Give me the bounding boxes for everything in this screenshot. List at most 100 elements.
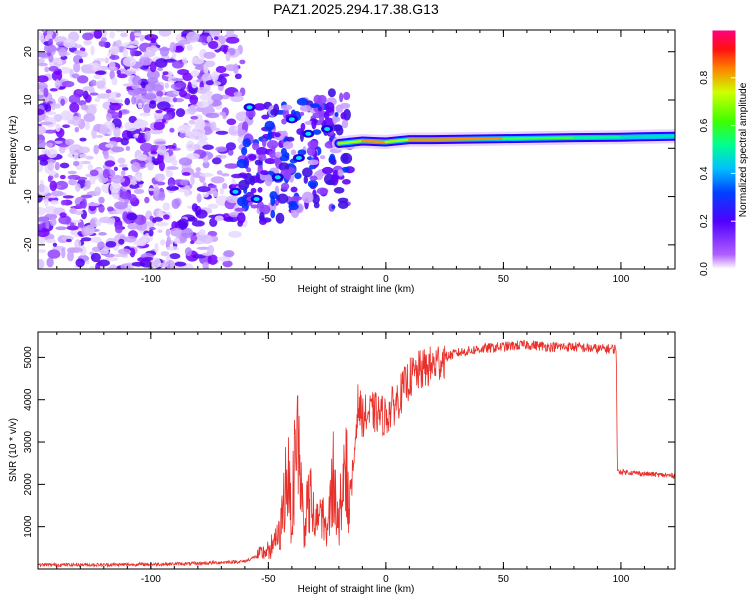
noise-blob bbox=[62, 195, 75, 199]
noise-blob bbox=[177, 125, 191, 134]
snr-x-tick-label: 100 bbox=[613, 574, 630, 585]
noise-blob bbox=[202, 144, 214, 150]
noise-blob bbox=[171, 198, 180, 210]
noise-blob bbox=[38, 249, 47, 253]
spectrogram-y-axis-label: Frequency (Hz) bbox=[8, 116, 19, 185]
ridge-segment bbox=[361, 139, 388, 144]
noise-blob bbox=[144, 33, 159, 41]
noise-blob bbox=[109, 70, 115, 80]
noise-blob bbox=[66, 225, 79, 231]
noise-blob bbox=[106, 206, 114, 212]
noise-blob bbox=[148, 101, 157, 109]
noise-blob bbox=[185, 140, 195, 152]
snr-x-tick-label: 50 bbox=[498, 574, 510, 585]
transition-blob bbox=[299, 104, 312, 112]
noise-blob bbox=[78, 58, 84, 64]
noise-blob bbox=[178, 90, 188, 98]
noise-blob bbox=[83, 39, 92, 46]
noise-blob bbox=[163, 113, 173, 121]
noise-blob bbox=[38, 139, 46, 149]
noise-blob bbox=[216, 256, 231, 262]
noise-blob bbox=[224, 163, 239, 169]
noise-blob bbox=[174, 81, 187, 88]
transition-blob bbox=[257, 187, 263, 193]
noise-blob bbox=[49, 88, 58, 92]
noise-blob bbox=[203, 51, 216, 59]
noise-blob bbox=[59, 212, 67, 218]
transition-blob bbox=[236, 158, 249, 169]
transition-blob bbox=[333, 187, 345, 194]
spectrogram-heat-layer bbox=[38, 30, 675, 269]
noise-blob bbox=[46, 142, 54, 148]
noise-blob bbox=[187, 216, 198, 222]
noise-blob bbox=[158, 30, 172, 37]
noise-blob bbox=[191, 79, 198, 89]
noise-blob bbox=[109, 182, 121, 194]
noise-blob bbox=[184, 247, 192, 257]
snr-x-axis-label: Height of straight line (km) bbox=[298, 584, 415, 595]
noise-blob bbox=[190, 240, 195, 245]
noise-blob bbox=[195, 79, 203, 83]
transition-blob bbox=[281, 118, 287, 125]
noise-blob bbox=[138, 57, 153, 66]
noise-blob bbox=[207, 245, 215, 256]
transition-blob bbox=[331, 204, 336, 210]
transition-blob bbox=[310, 103, 320, 108]
transition-blob bbox=[319, 113, 325, 124]
transition-blob bbox=[316, 187, 329, 195]
transition-blob bbox=[264, 174, 273, 187]
noise-blob bbox=[190, 70, 200, 77]
ridge-segment bbox=[431, 137, 505, 141]
snr-noisy-trace bbox=[38, 339, 675, 568]
noise-blob bbox=[143, 103, 151, 114]
noise-blob bbox=[47, 38, 54, 46]
transition-blob bbox=[290, 149, 297, 156]
noise-blob bbox=[109, 102, 122, 111]
noise-blob bbox=[124, 45, 138, 49]
noise-blob bbox=[173, 237, 181, 245]
noise-blob bbox=[105, 89, 112, 94]
noise-blob bbox=[38, 108, 45, 116]
transition-blob bbox=[280, 104, 293, 111]
noise-blob bbox=[215, 65, 227, 74]
noise-blob bbox=[157, 67, 163, 71]
noise-blob bbox=[155, 109, 163, 114]
noise-blob bbox=[157, 144, 167, 156]
transition-blob bbox=[246, 167, 252, 173]
noise-blob bbox=[43, 129, 57, 134]
noise-blob bbox=[38, 51, 48, 58]
noise-blob bbox=[153, 112, 164, 117]
noise-blob bbox=[73, 152, 79, 161]
noise-blob bbox=[149, 61, 157, 73]
transition-blob bbox=[270, 195, 276, 207]
snr-line-layer bbox=[38, 339, 675, 568]
noise-blob bbox=[143, 256, 154, 261]
transition-blob bbox=[250, 204, 259, 209]
noise-blob bbox=[144, 196, 150, 204]
transition-blob bbox=[302, 167, 313, 178]
noise-blob bbox=[225, 142, 237, 151]
noise-blob bbox=[70, 219, 82, 223]
noise-blob bbox=[147, 188, 155, 192]
transition-blob bbox=[238, 172, 247, 177]
noise-blob bbox=[170, 227, 183, 237]
noise-blob bbox=[79, 153, 88, 159]
noise-blob bbox=[206, 35, 212, 44]
noise-blob bbox=[205, 80, 214, 86]
noise-blob bbox=[69, 247, 83, 253]
snr-y-tick-label: 4000 bbox=[23, 388, 34, 411]
noise-blob bbox=[212, 190, 219, 198]
noise-blob bbox=[213, 36, 219, 41]
noise-blob bbox=[225, 36, 240, 44]
transition-blob bbox=[242, 138, 251, 148]
feature-core bbox=[253, 196, 260, 201]
noise-blob bbox=[106, 266, 116, 269]
transition-blob bbox=[290, 186, 298, 193]
noise-blob bbox=[161, 118, 167, 124]
transition-blob bbox=[319, 155, 326, 160]
noise-blob bbox=[199, 172, 214, 178]
noise-blob bbox=[107, 66, 118, 71]
noise-blob bbox=[172, 97, 178, 103]
noise-blob bbox=[93, 74, 102, 80]
noise-blob bbox=[114, 224, 123, 234]
